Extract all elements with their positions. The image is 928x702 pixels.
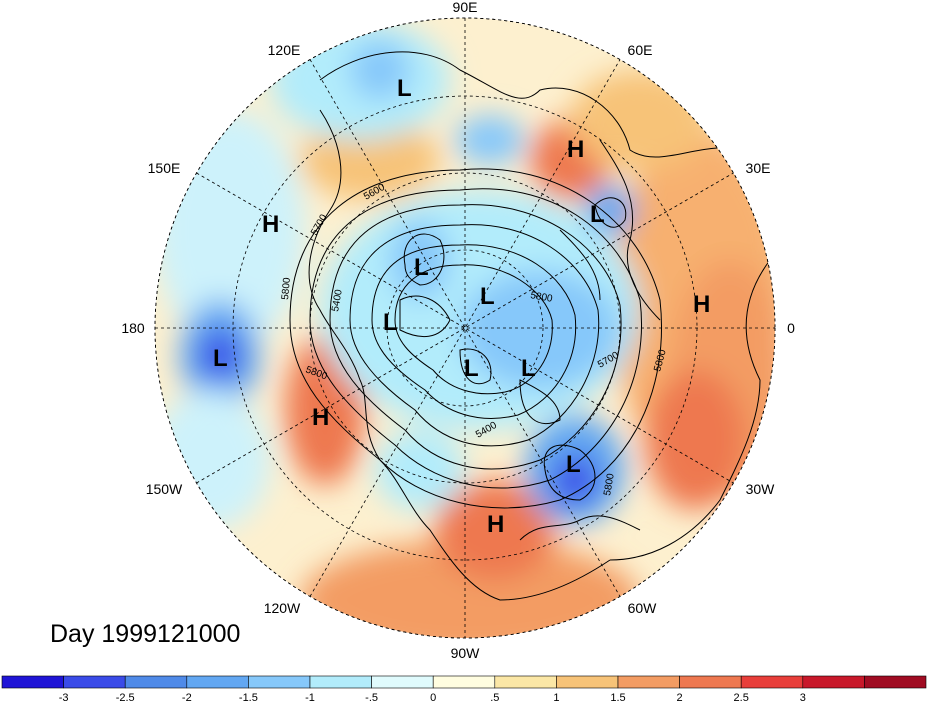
map-title: Day 1999121000 <box>50 620 241 648</box>
pressure-center-label: H <box>693 291 710 318</box>
anomaly-field <box>155 18 775 638</box>
colorbar-swatch <box>186 675 249 689</box>
colorbar-swatch <box>864 675 927 689</box>
longitude-label: 60W <box>628 600 658 616</box>
pressure-center-label: H <box>487 511 504 538</box>
colorbar-tick-label: -1 <box>305 692 315 702</box>
contour-label: 5800 <box>280 277 293 301</box>
colorbar-swatch <box>371 675 434 689</box>
colorbar-swatch <box>63 675 126 689</box>
colorbar-tick-label: 1 <box>553 692 559 702</box>
pressure-center-label: L <box>590 201 605 228</box>
contour-label: 5800 <box>529 290 553 305</box>
longitude-label: 120E <box>268 42 301 58</box>
colorbar-tick-label: -2 <box>182 692 192 702</box>
longitude-label: 150W <box>146 481 183 497</box>
pressure-center-label: L <box>480 283 495 310</box>
pressure-center-label: L <box>397 75 412 102</box>
colorbar-tick-label: -3 <box>59 692 69 702</box>
pressure-centers: L H H L L L H L L L L H L H <box>213 75 710 538</box>
pressure-center-label: H <box>262 211 279 238</box>
longitude-label: 180 <box>121 320 145 336</box>
colorbar-swatch <box>1 675 64 689</box>
pressure-center-label: H <box>567 136 584 163</box>
colorbar-tick-label: 1.5 <box>610 692 625 702</box>
pressure-center-label: L <box>213 345 228 372</box>
longitude-label: 30E <box>746 160 771 176</box>
colorbar-swatch <box>679 675 742 689</box>
pressure-center-label: L <box>383 309 398 336</box>
colorbar-swatch <box>617 675 680 689</box>
colorbar-swatch <box>556 675 619 689</box>
colorbar-swatch <box>740 675 804 689</box>
colorbar-tick-label: 0 <box>430 692 436 702</box>
colorbar-swatch <box>309 675 372 689</box>
colorbar-swatch <box>432 675 496 689</box>
pressure-center-label: H <box>312 404 329 431</box>
pressure-center-label: L <box>464 355 479 382</box>
contour-label: 5800 <box>602 472 617 496</box>
longitude-label: 0 <box>787 320 795 336</box>
contour-label: 5400 <box>330 288 345 312</box>
longitude-labels: 90E 60E 30E 0 30W 60W 90W 120W 150W 180 … <box>121 0 795 661</box>
colorbar-tick-label: 2.5 <box>734 692 749 702</box>
colorbar-tick-label: 2 <box>677 692 683 702</box>
colorbar-tick-label: -1.5 <box>239 692 258 702</box>
colorbar-tick-label: -2.5 <box>116 692 135 702</box>
longitude-label: 120W <box>264 600 301 616</box>
colorbar-swatch <box>248 675 311 689</box>
colorbar-swatch <box>494 675 557 689</box>
colorbar: -3 -2.5 -2 -1.5 -1 -.5 0 .5 1 1.5 2 2.5 3 <box>1 675 927 702</box>
colorbar-swatch <box>124 675 188 689</box>
colorbar-tick-label: .5 <box>490 692 499 702</box>
colorbar-tick-label: 3 <box>800 692 806 702</box>
longitude-label: 30W <box>746 481 776 497</box>
map-boundary <box>154 17 776 639</box>
colorbar-swatch <box>802 675 865 689</box>
longitude-label: 90W <box>451 645 481 661</box>
longitude-label: 90E <box>453 0 478 15</box>
pressure-center-label: L <box>521 355 536 382</box>
pressure-center-label: L <box>414 254 429 281</box>
longitude-label: 60E <box>628 42 653 58</box>
colorbar-tick-label: -.5 <box>365 692 378 702</box>
longitude-label: 150E <box>148 160 181 176</box>
pressure-center-label: L <box>566 451 581 478</box>
